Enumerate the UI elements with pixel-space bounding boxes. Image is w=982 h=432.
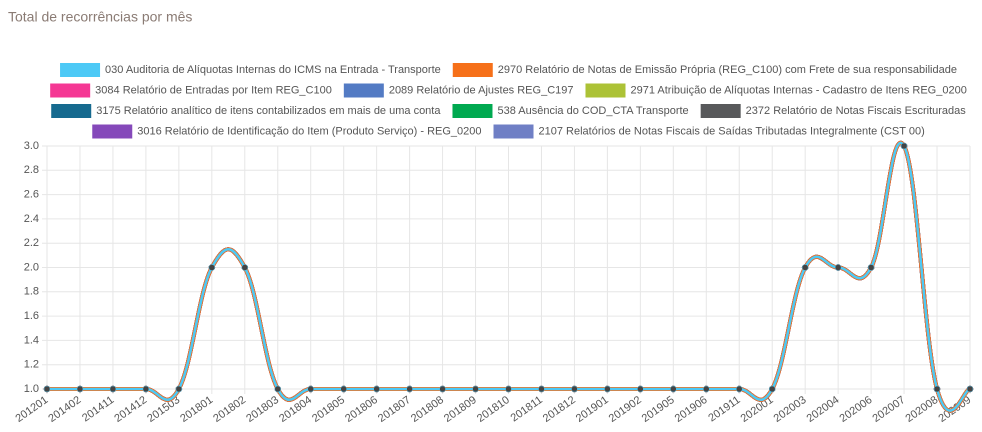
legend-label: 3016 Relatório de Identificação do Item …	[137, 125, 481, 137]
x-tick-label: 201412	[112, 394, 149, 425]
legend-label: 2107 Relatórios de Notas Fiscais de Saíd…	[539, 125, 925, 137]
data-point	[801, 264, 809, 271]
data-point	[834, 264, 842, 271]
legend-row: 030 Auditoria de Alíquotas Internas do I…	[60, 63, 957, 77]
legend-row: 3175 Relatório analítico de itens contab…	[51, 104, 966, 118]
data-point	[472, 385, 479, 393]
x-tick-label: 201808	[409, 394, 446, 425]
data-point	[703, 385, 710, 393]
data-point	[571, 385, 578, 393]
x-tick-label: 201802	[211, 394, 248, 425]
y-tick-label: 1.8	[24, 286, 39, 298]
data-point	[736, 385, 743, 393]
x-tick-label: 201906	[673, 394, 710, 425]
legend-label: 2372 Relatório de Notas Fiscais Escritur…	[746, 105, 967, 117]
legend-label: 030 Auditoria de Alíquotas Internas do I…	[105, 64, 441, 76]
data-point	[604, 385, 611, 393]
legend-swatch	[452, 104, 493, 118]
y-tick-label: 2.6	[24, 189, 39, 201]
data-point	[208, 264, 216, 271]
series-line	[47, 141, 971, 412]
x-tick-label: 201809	[442, 394, 479, 425]
x-tick-label: 202004	[805, 394, 842, 425]
legend-label: 538 Ausência do COD_CTA Transporte	[497, 105, 688, 117]
legend-swatch	[343, 83, 384, 98]
x-tick-label: 201911	[706, 394, 742, 424]
legend-swatch	[92, 124, 133, 139]
legend-swatch	[700, 104, 741, 118]
data-point	[768, 385, 776, 393]
data-point	[175, 385, 183, 393]
legend-row: 3084 Relatório de Entradas por Item REG_…	[50, 83, 967, 98]
data-point	[340, 385, 347, 393]
x-tick-label: 201901	[574, 394, 611, 425]
x-tick-label: 201801	[178, 394, 215, 425]
legend-label: 2089 Relatório de Ajustes REG_C197	[389, 84, 574, 96]
legend-swatch	[50, 83, 91, 98]
legend-label: 2970 Relatório de Notas de Emissão Própr…	[498, 64, 957, 76]
data-point	[670, 385, 677, 393]
data-point	[637, 385, 644, 393]
data-point	[867, 264, 875, 271]
data-point	[274, 385, 281, 393]
x-tick-label: 201806	[343, 394, 380, 425]
y-tick-label: 1.4	[24, 334, 39, 346]
y-tick-label: 1.6	[24, 310, 39, 322]
x-tick-label: 201807	[376, 394, 413, 425]
y-tick-label: 3.0	[24, 140, 39, 152]
legend-label: 3175 Relatório analítico de itens contab…	[96, 105, 441, 117]
data-point	[43, 385, 51, 393]
x-tick-label: 201812	[541, 394, 578, 425]
y-tick-label: 1.0	[24, 383, 39, 395]
x-tick-label: 201902	[607, 394, 644, 425]
x-tick-label: 201811	[509, 394, 545, 424]
x-tick-label: 202006	[838, 394, 875, 425]
data-point	[933, 385, 941, 393]
legend-swatch	[51, 104, 92, 118]
legend-row: 3016 Relatório de Identificação do Item …	[92, 124, 925, 139]
y-tick-label: 2.0	[24, 261, 39, 273]
x-tick-label: 201411	[80, 394, 116, 424]
y-tick-label: 2.4	[24, 213, 39, 225]
data-point	[406, 385, 413, 393]
data-point	[538, 385, 545, 393]
x-tick-label: 201905	[640, 394, 677, 425]
x-tick-label: 201402	[46, 394, 83, 425]
data-point	[439, 385, 446, 393]
data-point	[307, 385, 314, 393]
data-point	[241, 264, 249, 271]
data-point	[900, 142, 908, 150]
x-tick-label: 201803	[244, 394, 281, 425]
legend-label: 2971 Atribuição de Alíquotas Internas - …	[630, 84, 966, 96]
data-point	[966, 385, 974, 393]
data-point	[373, 385, 380, 393]
x-tick-label: 201805	[310, 394, 347, 425]
data-point	[109, 385, 117, 393]
legend-swatch	[452, 63, 493, 77]
data-point	[76, 385, 84, 393]
legend-swatch	[493, 124, 534, 139]
x-tick-label: 202003	[772, 394, 809, 425]
x-tick-label: 202008	[903, 394, 940, 425]
x-tick-label: 201201	[13, 394, 50, 425]
y-tick-label: 1.2	[24, 359, 39, 371]
x-tick-label: 201810	[475, 394, 512, 425]
y-tick-label: 2.8	[24, 164, 39, 176]
data-point	[505, 385, 512, 393]
data-point	[142, 385, 150, 393]
x-tick-label: 202007	[870, 394, 907, 425]
legend-swatch	[60, 63, 101, 77]
legend-label: 3084 Relatório de Entradas por Item REG_…	[95, 84, 332, 96]
legend-swatch	[585, 83, 626, 98]
y-tick-label: 2.2	[24, 237, 39, 249]
chart-title: Total de recorrências por mês	[8, 9, 192, 25]
